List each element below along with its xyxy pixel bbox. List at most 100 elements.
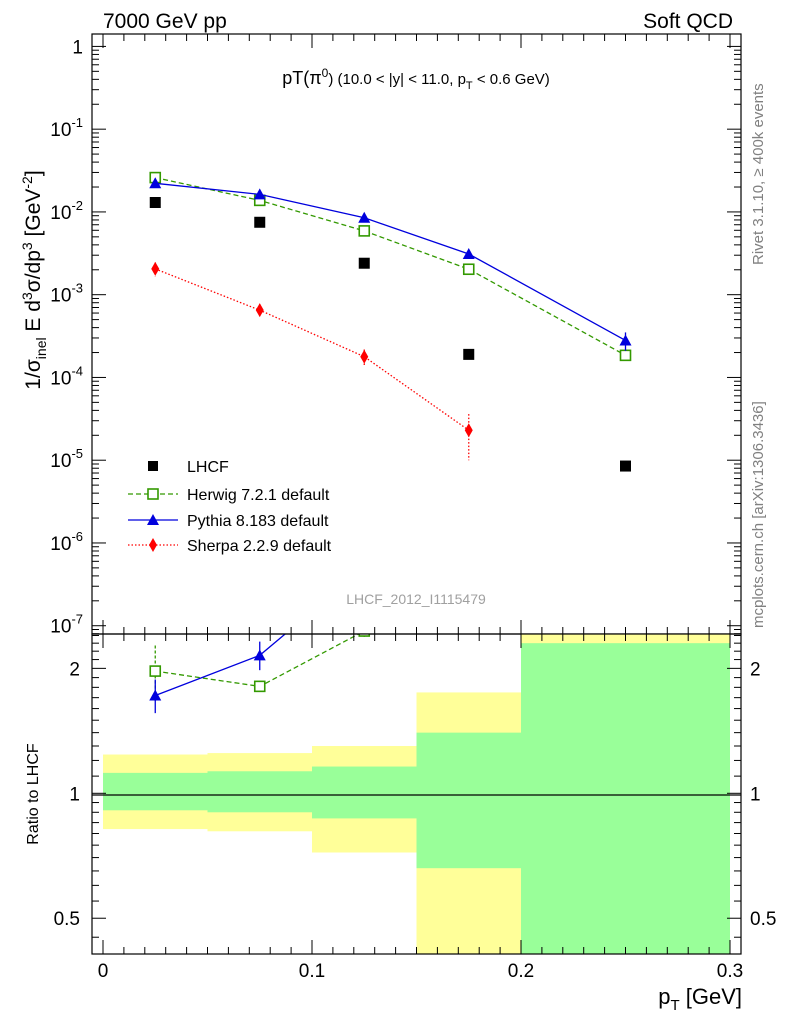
ratio-y-axis: 0.5 0.5 1 1 2 2	[54, 634, 776, 938]
mcplots-label: mcplots.cern.ch [arXiv:1306.3436]	[750, 401, 767, 628]
legend-entry-pythia: Pythia 8.183 default	[128, 513, 329, 530]
ratio-x-tick-label: 0	[98, 961, 109, 982]
ylabel-part-6: [GeV	[22, 189, 45, 243]
main-y-tick-label: 10-3	[50, 281, 83, 307]
main-point-pythia	[358, 211, 371, 223]
ratio-band-inner-2	[312, 766, 417, 819]
main-line-herwig	[155, 176, 626, 356]
legend-entry-herwig: Herwig 7.2.1 default	[128, 487, 330, 504]
ratio-plot-panel: 0.5 0.5 1 1 2 2 0 0.1 0.2 0.3 Ratio to LHCF pT […	[25, 361, 776, 1014]
ratio-y-tick-label-right: 1	[750, 784, 761, 805]
ylabel-part-8: ]	[22, 170, 45, 176]
rivet-version-label: Rivet 3.1.10, ≥ 400k events	[750, 83, 767, 265]
main-point-sherpa	[151, 261, 160, 276]
main-y-tick-exponent: -2	[71, 198, 83, 213]
main-point-lhcf	[463, 348, 475, 360]
main-point-sherpa	[464, 423, 473, 438]
main-point-herwig	[358, 225, 371, 237]
main-y-tick-label: 10-2	[50, 198, 83, 224]
main-y-axis-label: 1/σinel E d3σ/dp3 [GeV-2]	[19, 170, 49, 389]
main-point-sherpa	[255, 303, 264, 318]
main-y-tick-base: 10	[50, 286, 71, 307]
main-y-tick-exponent: -6	[71, 529, 83, 544]
main-point-pythia	[619, 334, 632, 346]
ratio-y-tick-label: 0.5	[54, 909, 80, 930]
main-y-tick-base: 10	[50, 120, 71, 141]
ratio-point-pythia	[149, 689, 162, 701]
title-sub: T	[466, 80, 473, 92]
ratio-x-axis: 0 0.1 0.2 0.3	[98, 634, 743, 982]
main-y-tick-base: 1	[72, 37, 83, 58]
main-y-tick-exponent: -1	[71, 115, 83, 130]
main-point-lhcf	[254, 216, 266, 228]
main-y-tick-label: 10-1	[50, 115, 83, 141]
ratio-series-layer	[149, 361, 474, 714]
ylabel-part-1: inel	[33, 337, 49, 359]
main-point-lhcf	[620, 460, 631, 472]
main-point-herwig	[619, 349, 632, 362]
main-point-pythia	[253, 188, 266, 200]
category-label: Soft QCD	[643, 10, 733, 33]
legend-marker-pythia	[147, 514, 159, 525]
main-y-axis: 110-110-210-310-410-510-610-7	[50, 37, 741, 638]
main-series-layer	[149, 171, 632, 472]
legend-entry-lhcf: LHCF	[148, 459, 229, 476]
ratio-point-herwig	[464, 361, 474, 371]
ratio-band-inner-4	[521, 643, 730, 954]
xlabel-sub: T	[670, 997, 679, 1014]
ratio-band-inner-3	[416, 732, 521, 869]
ylabel-part-4: σ/dp	[22, 250, 45, 292]
xlabel-main: p	[658, 984, 670, 1009]
legend: LHCF Herwig 7.2.1 default Pythia 8.183 d…	[128, 459, 332, 555]
main-y-tick-base: 10	[50, 203, 71, 224]
main-y-tick-label: 1	[72, 37, 83, 58]
main-point-sherpa	[360, 349, 369, 364]
legend-entry-sherpa: Sherpa 2.2.9 default	[128, 538, 332, 555]
main-y-tick-exponent: -5	[71, 446, 83, 461]
ratio-band-inner-1	[207, 771, 312, 813]
ratio-point-pythia	[253, 649, 266, 661]
chart-title: pT(π0) (10.0 < |y| < 11.0, pT < 0.6 GeV)	[282, 66, 550, 92]
main-x-axis-ticks	[102, 34, 731, 634]
ratio-y-tick-label: 2	[69, 659, 80, 680]
ratio-y-tick-label-right: 0.5	[750, 909, 776, 930]
main-point-pythia	[149, 177, 162, 189]
legend-marker-herwig	[147, 488, 159, 500]
ylabel-part-5: 3	[19, 242, 35, 250]
main-y-tick-base: 10	[50, 368, 71, 389]
ratio-point-herwig	[253, 680, 266, 693]
main-plot-panel: 110-110-210-310-410-510-610-7 pT(π0) (10…	[19, 33, 742, 638]
legend-label-sherpa: Sherpa 2.2.9 default	[187, 538, 332, 555]
ratio-point-herwig	[358, 634, 371, 637]
title-rest: ) (10.0 < |y| < 11.0, p	[328, 71, 466, 88]
main-y-tick-base: 10	[50, 451, 71, 472]
legend-label-herwig: Herwig 7.2.1 default	[187, 487, 330, 504]
ratio-x-tick-label: 0.3	[717, 961, 743, 982]
main-y-tick-label: 10-7	[50, 612, 83, 638]
main-point-pythia	[462, 248, 475, 260]
process-label: 7000 GeV pp	[103, 10, 227, 33]
main-line-sherpa	[155, 268, 470, 431]
xlabel-unit: [GeV]	[680, 984, 742, 1009]
main-y-tick-label: 10-5	[50, 446, 83, 472]
main-y-tick-exponent: -7	[71, 612, 83, 627]
main-y-tick-label: 10-6	[50, 529, 83, 555]
ratio-y-tick-label: 1	[69, 784, 80, 805]
legend-marker-lhcf	[148, 461, 158, 471]
x-axis-label: pT [GeV]	[658, 984, 742, 1014]
ratio-x-tick-label: 0.1	[299, 961, 325, 982]
main-point-herwig	[462, 263, 475, 276]
ylabel-part-0: 1/σ	[22, 359, 45, 390]
ratio-uncertainty-bands	[103, 634, 730, 954]
main-point-lhcf	[358, 257, 370, 269]
ratio-y-tick-label-right: 2	[750, 659, 761, 680]
ratio-band-inner-0	[103, 772, 208, 811]
main-y-tick-base: 10	[50, 617, 71, 638]
legend-label-pythia: Pythia 8.183 default	[187, 513, 329, 530]
ylabel-part-7: -2	[19, 176, 35, 189]
ratio-x-tick-label: 0.2	[508, 961, 534, 982]
title-main: pT(π	[282, 68, 321, 88]
legend-label-lhcf: LHCF	[187, 459, 229, 476]
title-sup: 0	[322, 66, 329, 80]
